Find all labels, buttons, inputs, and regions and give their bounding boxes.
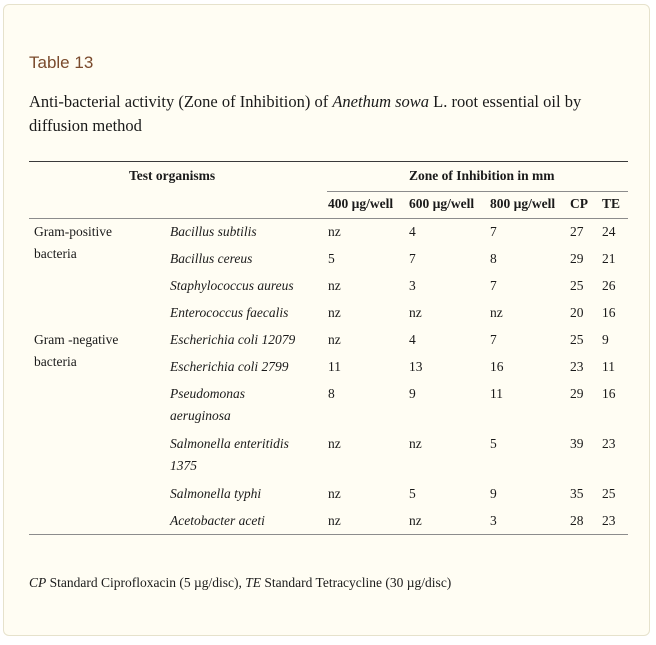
table-panel: Table 13 Anti-bacterial activity (Zone o… (3, 4, 650, 636)
table-footnote: CP Standard Ciprofloxacin (5 µg/disc), T… (29, 575, 451, 591)
header-col-600: 600 µg/well (409, 196, 475, 211)
cell-col-400: 11 (328, 359, 341, 374)
cell-col-800: nz (490, 305, 503, 320)
cell-col-400: 8 (328, 386, 335, 401)
cell-col-800: 3 (490, 513, 497, 528)
cell-col-te: 21 (602, 251, 616, 266)
cell-col-cp: 29 (570, 251, 584, 266)
cell-col-te: 9 (602, 332, 609, 347)
cell-col-800: 7 (490, 278, 497, 293)
organism-name: Escherichia coli 12079 (170, 332, 296, 347)
organism-name: 1375 (170, 458, 197, 473)
cell-col-cp: 28 (570, 513, 584, 528)
cell-col-600: 4 (409, 224, 416, 239)
cell-col-400: nz (328, 332, 341, 347)
organism-name: Escherichia coli 2799 (170, 359, 289, 374)
cell-col-400: nz (328, 224, 341, 239)
cell-col-800: 16 (490, 359, 504, 374)
cell-col-te: 24 (602, 224, 616, 239)
organism-name: aeruginosa (170, 408, 231, 423)
cell-col-400: nz (328, 486, 341, 501)
organism-name: Pseudomonas (170, 386, 245, 401)
cell-col-400: nz (328, 305, 341, 320)
organism-name: Bacillus subtilis (170, 224, 257, 239)
cell-col-te: 23 (602, 436, 616, 451)
footnote-te-abbr: TE (245, 575, 262, 590)
organism-name: Bacillus cereus (170, 251, 253, 266)
cell-col-te: 11 (602, 359, 615, 374)
header-col-800: 800 µg/well (490, 196, 556, 211)
footnote-cp-text: Standard Ciprofloxacin (5 µg/disc), (46, 575, 246, 590)
organism-name: Acetobacter aceti (170, 513, 265, 528)
table-caption: Anti-bacterial activity (Zone of Inhibit… (29, 90, 619, 138)
cell-col-600: 13 (409, 359, 423, 374)
cell-col-cp: 39 (570, 436, 584, 451)
group-label-line1: Gram -negative (34, 332, 119, 347)
header-col-400: 400 µg/well (328, 196, 394, 211)
cell-col-800: 7 (490, 224, 497, 239)
header-bottom-rule (29, 218, 628, 219)
cell-col-te: 23 (602, 513, 616, 528)
cell-col-te: 26 (602, 278, 616, 293)
cell-col-te: 25 (602, 486, 616, 501)
cell-col-600: 4 (409, 332, 416, 347)
cell-col-cp: 27 (570, 224, 584, 239)
organism-name: Salmonella enteritidis (170, 436, 289, 451)
group-label-line2: bacteria (34, 246, 77, 261)
header-zone-of-inhibition: Zone of Inhibition in mm (409, 168, 555, 183)
cell-col-600: 7 (409, 251, 416, 266)
cell-col-600: nz (409, 436, 422, 451)
caption-prefix: Anti-bacterial activity (Zone of Inhibit… (29, 92, 333, 111)
header-col-te: TE (602, 196, 621, 211)
cell-col-cp: 20 (570, 305, 584, 320)
cell-col-600: 9 (409, 386, 416, 401)
group-label-line1: Gram-positive (34, 224, 112, 239)
cell-col-800: 9 (490, 486, 497, 501)
cell-col-600: nz (409, 513, 422, 528)
cell-col-600: nz (409, 305, 422, 320)
footnote-te-text: Standard Tetracycline (30 µg/disc) (261, 575, 452, 590)
cell-col-800: 11 (490, 386, 503, 401)
table-label: Table 13 (29, 53, 94, 72)
cell-col-600: 5 (409, 486, 416, 501)
table-top-rule (29, 161, 628, 162)
header-col-cp: CP (570, 196, 588, 211)
caption-species: Anethum sowa (332, 92, 430, 111)
header-test-organisms: Test organisms (129, 168, 216, 183)
cell-col-800: 7 (490, 332, 497, 347)
cell-col-400: nz (328, 278, 341, 293)
cell-col-400: nz (328, 436, 341, 451)
cell-col-te: 16 (602, 386, 616, 401)
cell-col-400: nz (328, 513, 341, 528)
organism-name: Salmonella typhi (170, 486, 262, 501)
zone-header-rule (327, 191, 628, 192)
group-label-line2: bacteria (34, 354, 77, 369)
cell-col-cp: 35 (570, 486, 584, 501)
cell-col-cp: 25 (570, 332, 584, 347)
cell-col-cp: 25 (570, 278, 584, 293)
cell-col-cp: 23 (570, 359, 584, 374)
caption-suffix: L. root essential oil by diffusion metho… (29, 92, 582, 135)
organism-name: Staphylococcus aureus (170, 278, 294, 293)
cell-col-te: 16 (602, 305, 616, 320)
cell-col-600: 3 (409, 278, 416, 293)
cell-col-800: 8 (490, 251, 497, 266)
cell-col-800: 5 (490, 436, 497, 451)
cell-col-cp: 29 (570, 386, 584, 401)
table-bottom-rule (29, 534, 628, 535)
cell-col-400: 5 (328, 251, 335, 266)
footnote-cp-abbr: CP (29, 575, 47, 590)
organism-name: Enterococcus faecalis (170, 305, 289, 320)
